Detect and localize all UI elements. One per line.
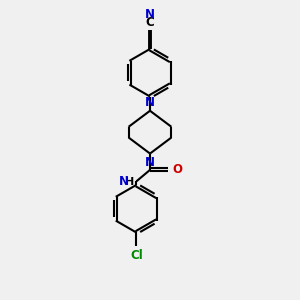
- Text: H: H: [125, 177, 134, 187]
- Text: N: N: [119, 176, 129, 188]
- Text: C: C: [146, 16, 154, 29]
- Text: Cl: Cl: [130, 249, 143, 262]
- Text: N: N: [145, 96, 155, 109]
- Text: O: O: [172, 164, 182, 176]
- Text: N: N: [145, 8, 155, 21]
- Text: N: N: [145, 156, 155, 169]
